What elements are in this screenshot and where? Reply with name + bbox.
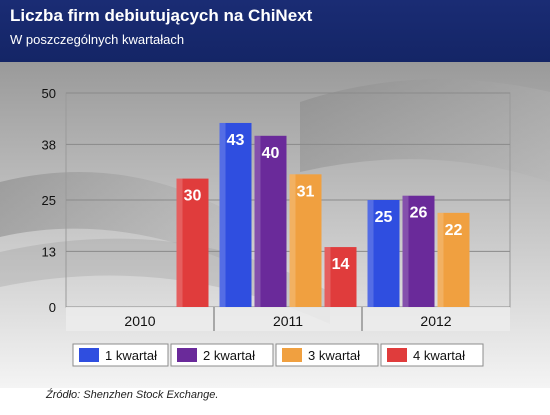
chart-header: Liczba firm debiutujących na ChiNext W p… (0, 0, 550, 62)
x-tick-label: 2011 (273, 313, 303, 329)
bar-group: 43 (219, 122, 252, 308)
bar (324, 247, 357, 307)
data-label: 14 (332, 256, 350, 273)
x-tick-label: 2012 (420, 313, 451, 329)
legend-swatch (282, 348, 302, 362)
chart-grid (65, 92, 511, 331)
x-axis-band (66, 307, 510, 331)
chart-bars: 30 43 40 31 14 25 26 22 (176, 122, 470, 308)
chart-legend: 1 kwartał 2 kwartał 3 kwartał 4 kwartał (72, 343, 484, 367)
data-label: 22 (445, 222, 463, 239)
bar-chart: 30 43 40 31 14 25 26 22 0 13 25 38 50 2010 2011 2012 1… (0, 62, 550, 388)
bar-highlight (324, 247, 331, 307)
x-tick-label: 2010 (124, 313, 155, 329)
chart-title: Liczba firm debiutujących na ChiNext (10, 6, 313, 25)
bar-group: 26 (402, 195, 435, 307)
source-note: Źródło: Shenzhen Stock Exchange. (46, 389, 219, 401)
data-label: 43 (227, 132, 245, 149)
legend-swatch (387, 348, 407, 362)
legend-swatch (177, 348, 197, 362)
bar-group: 31 (289, 174, 322, 307)
legend-label: 3 kwartał (308, 348, 360, 363)
bar-group: 40 (254, 135, 287, 307)
bar (176, 178, 209, 307)
bar (437, 212, 470, 307)
bar-highlight (402, 195, 409, 307)
legend-label: 2 kwartał (203, 348, 255, 363)
data-label: 40 (262, 145, 280, 162)
y-tick-label: 25 (42, 193, 56, 208)
legend-item: 4 kwartał (380, 343, 484, 367)
bar-highlight (289, 174, 296, 307)
y-tick-label: 13 (42, 244, 56, 259)
legend-swatch (79, 348, 99, 362)
data-label: 30 (184, 188, 202, 205)
bar-highlight (176, 178, 183, 307)
bar (254, 135, 287, 307)
legend-item: 2 kwartał (170, 343, 274, 367)
y-tick-label: 0 (49, 300, 56, 315)
legend-item: 1 kwartał (72, 343, 169, 367)
y-tick-label: 50 (42, 86, 56, 101)
data-label: 25 (375, 209, 393, 226)
data-label: 31 (297, 183, 315, 200)
bar-highlight (367, 200, 374, 307)
y-tick-label: 38 (42, 137, 56, 152)
bar (289, 174, 322, 307)
data-label: 26 (410, 205, 428, 222)
bar (219, 122, 252, 308)
bar-group: 25 (367, 200, 400, 307)
chart-subtitle: W poszczególnych kwartałach (10, 32, 185, 47)
bar-group: 30 (176, 178, 209, 307)
bar-highlight (254, 135, 261, 307)
legend-item: 3 kwartał (275, 343, 379, 367)
legend-label: 4 kwartał (413, 348, 465, 363)
bar (367, 200, 400, 307)
legend-label: 1 kwartał (105, 348, 157, 363)
bar-highlight (219, 122, 226, 308)
chart-axes: 0 13 25 38 50 2010 2011 2012 (42, 86, 452, 331)
bar-highlight (437, 212, 444, 307)
bar (402, 195, 435, 307)
bar-group: 14 (324, 247, 357, 307)
bar-group: 22 (437, 212, 470, 307)
